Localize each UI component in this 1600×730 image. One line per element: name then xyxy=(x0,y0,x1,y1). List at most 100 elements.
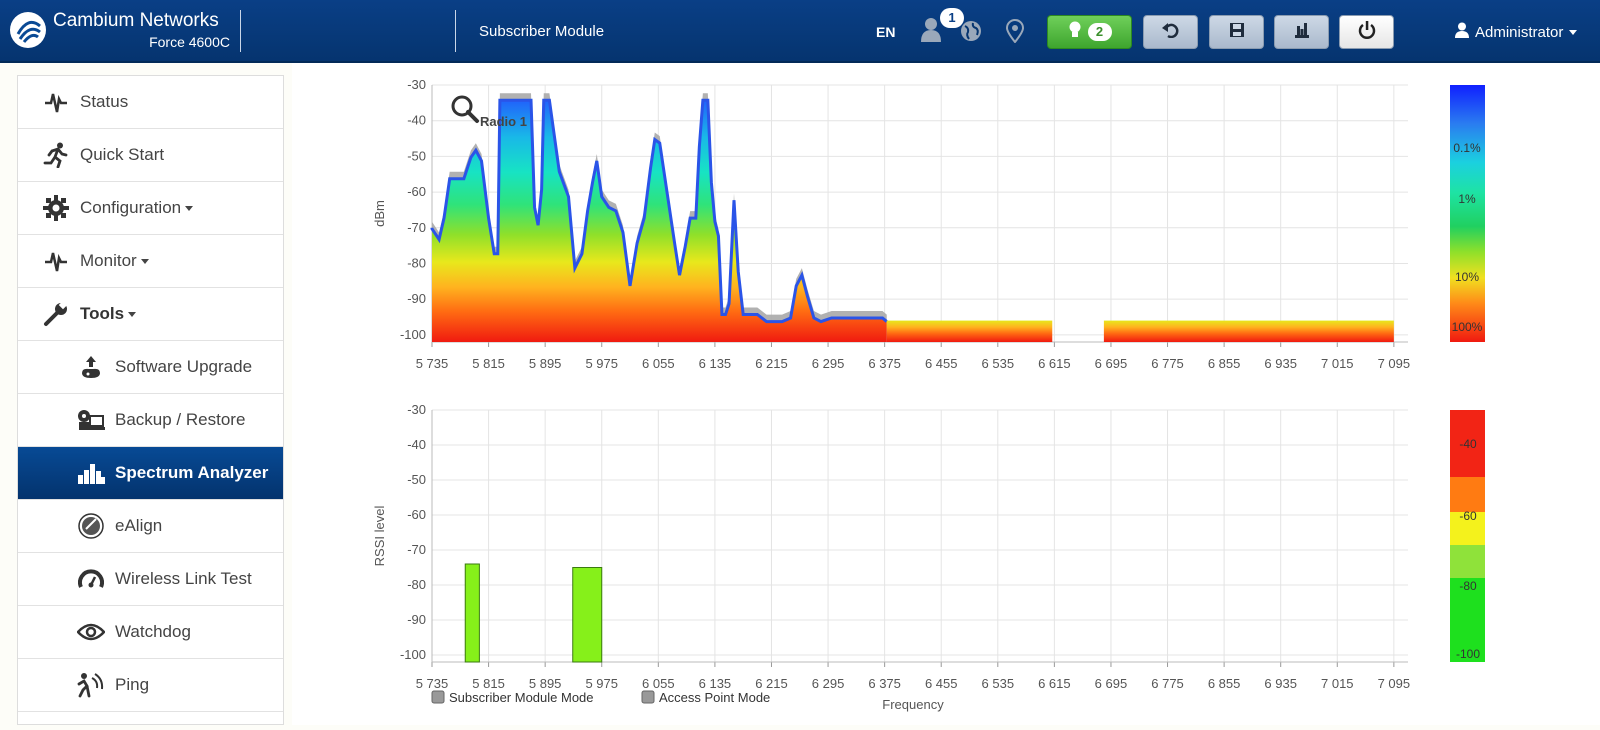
device-model: Force 4600C xyxy=(149,34,230,50)
x-tick-label: 7 015 xyxy=(1321,356,1354,371)
x-tick-label: 6 135 xyxy=(699,356,732,371)
x-tick-label: 6 855 xyxy=(1208,676,1241,691)
sidebar-item-configuration[interactable]: Configuration xyxy=(18,182,283,235)
lightbulb-icon xyxy=(1068,21,1082,44)
sidebar: Status Quick Start Configuration Monitor… xyxy=(17,75,284,725)
scale-label: 10% xyxy=(1455,270,1479,284)
legend-ap-mode[interactable]: Access Point Mode xyxy=(641,690,770,705)
location-icon[interactable] xyxy=(1005,19,1025,48)
cambium-logo xyxy=(10,12,46,48)
sidebar-item-backup-restore[interactable]: Backup / Restore xyxy=(18,394,283,447)
header-divider xyxy=(455,10,456,52)
user-icon[interactable] xyxy=(920,16,942,47)
save-button[interactable] xyxy=(1209,15,1264,49)
x-tick-label: 6 135 xyxy=(699,676,732,691)
scale-label: -100 xyxy=(1456,647,1480,661)
power-button[interactable] xyxy=(1339,15,1394,49)
chevron-down-icon xyxy=(1569,29,1578,35)
x-tick-label: 7 095 xyxy=(1378,676,1411,691)
y-tick-label: -60 xyxy=(407,507,426,522)
alerts-badge: 2 xyxy=(1087,23,1112,41)
y-tick-label: -100 xyxy=(400,327,426,342)
sidebar-item-label: Status xyxy=(80,92,129,111)
globe-icon[interactable] xyxy=(960,20,982,47)
undo-icon xyxy=(1161,22,1180,43)
y-tick-label: -50 xyxy=(407,148,426,163)
x-tick-label: 6 215 xyxy=(755,356,788,371)
scale-label: 0.1% xyxy=(1453,141,1481,155)
brand-name: Cambium Networks xyxy=(53,10,219,31)
sidebar-item-watchdog[interactable]: Watchdog xyxy=(18,606,283,659)
y-tick-label: -90 xyxy=(407,291,426,306)
color-scales: 0.1% 1% 10% 100% -40 -60 -80 -100 xyxy=(1450,85,1485,662)
rssi-bar[interactable] xyxy=(572,567,603,663)
x-tick-label: 6 295 xyxy=(812,356,845,371)
x-tick-label: 5 735 xyxy=(416,676,449,691)
language-selector[interactable]: EN xyxy=(876,24,896,40)
bar-chart-icon xyxy=(71,462,111,484)
user-menu[interactable]: Administrator xyxy=(1455,22,1578,42)
rssi-bar-chart: 5 735 5 815 5 895 5 975 6 055 6 135 6 215 6 295… xyxy=(372,402,1410,691)
sidebar-item-quick-start[interactable]: Quick Start xyxy=(18,129,283,182)
x-tick-label: 6 775 xyxy=(1151,356,1184,371)
running-person-icon xyxy=(36,142,76,168)
scale-label: 1% xyxy=(1458,192,1476,206)
noise-floor-band xyxy=(886,320,1053,342)
tools-button[interactable] xyxy=(1274,15,1329,49)
legend-sm-mode[interactable]: Subscriber Module Mode xyxy=(431,690,594,705)
scale-label: -40 xyxy=(1459,437,1477,451)
zoom-icon[interactable] xyxy=(451,95,479,123)
y-tick-label: -40 xyxy=(407,437,426,452)
spectrum-heatmap-chart: 5 735 5 815 5 895 5 975 6 055 6 135 6 215 6 295… xyxy=(372,77,1410,371)
rssi-color-band xyxy=(1450,578,1485,662)
y-tick-label: -80 xyxy=(407,577,426,592)
y-tick-label: -90 xyxy=(407,612,426,627)
sidebar-item-label: Software Upgrade xyxy=(115,357,253,376)
sidebar-item-label: Watchdog xyxy=(115,622,191,641)
rssi-color-band xyxy=(1450,477,1485,512)
sidebar-item-wireless-link-test[interactable]: Wireless Link Test xyxy=(18,553,283,606)
undo-button[interactable] xyxy=(1143,15,1198,49)
pulse-icon xyxy=(36,249,76,273)
sidebar-item-software-upgrade[interactable]: Software Upgrade xyxy=(18,341,283,394)
sidebar-item-status[interactable]: Status xyxy=(18,76,283,129)
sidebar-item-label: Spectrum Analyzer xyxy=(115,463,269,482)
x-tick-label: 6 935 xyxy=(1264,356,1297,371)
sidebar-item-ealign[interactable]: eAlign xyxy=(18,500,283,553)
eye-icon xyxy=(71,622,111,642)
sidebar-item-label: Quick Start xyxy=(80,145,165,164)
spectrum-analyzer-panel: 5 735 5 815 5 895 5 975 6 055 6 135 6 215 6 295… xyxy=(292,63,1600,725)
chevron-down-icon xyxy=(128,311,137,317)
x-tick-label: 5 975 xyxy=(585,676,618,691)
legend-ap-label: Access Point Mode xyxy=(659,690,770,705)
scale-label: 100% xyxy=(1452,320,1483,334)
x-tick-label: 5 975 xyxy=(585,356,618,371)
y-tick-label: -30 xyxy=(407,402,426,417)
x-tick-label: 6 215 xyxy=(755,676,788,691)
x-tick-label: 6 455 xyxy=(925,676,958,691)
sidebar-item-tools[interactable]: Tools xyxy=(18,288,283,341)
y-tick-label: -30 xyxy=(407,77,426,92)
sidebar-item-ping[interactable]: Ping xyxy=(18,659,283,712)
alerts-button[interactable]: 2 xyxy=(1047,15,1132,49)
tools-icon xyxy=(1294,21,1310,44)
sidebar-item-spectrum-analyzer[interactable]: Spectrum Analyzer xyxy=(18,447,283,500)
sidebar-item-label: Backup / Restore xyxy=(115,410,246,429)
sidebar-item-label: Configuration xyxy=(80,198,182,217)
sidebar-item-monitor[interactable]: Monitor xyxy=(18,235,283,288)
x-tick-label: 6 535 xyxy=(982,676,1015,691)
x-tick-label: 5 815 xyxy=(472,676,505,691)
x-tick-label: 6 055 xyxy=(642,676,675,691)
user-small-icon xyxy=(1455,22,1469,42)
noise-floor-band xyxy=(1103,320,1394,342)
sidebar-item-label: eAlign xyxy=(115,516,163,535)
pulse-icon xyxy=(36,90,76,114)
x-tick-label: 7 015 xyxy=(1321,676,1354,691)
rssi-bar[interactable] xyxy=(464,563,480,663)
y-tick-label: -70 xyxy=(407,542,426,557)
x-tick-label: 6 935 xyxy=(1264,676,1297,691)
chevron-down-icon xyxy=(185,205,194,211)
x-tick-label: 6 775 xyxy=(1151,676,1184,691)
x-axis-label: Frequency xyxy=(882,697,944,712)
chevron-down-icon xyxy=(140,258,149,264)
